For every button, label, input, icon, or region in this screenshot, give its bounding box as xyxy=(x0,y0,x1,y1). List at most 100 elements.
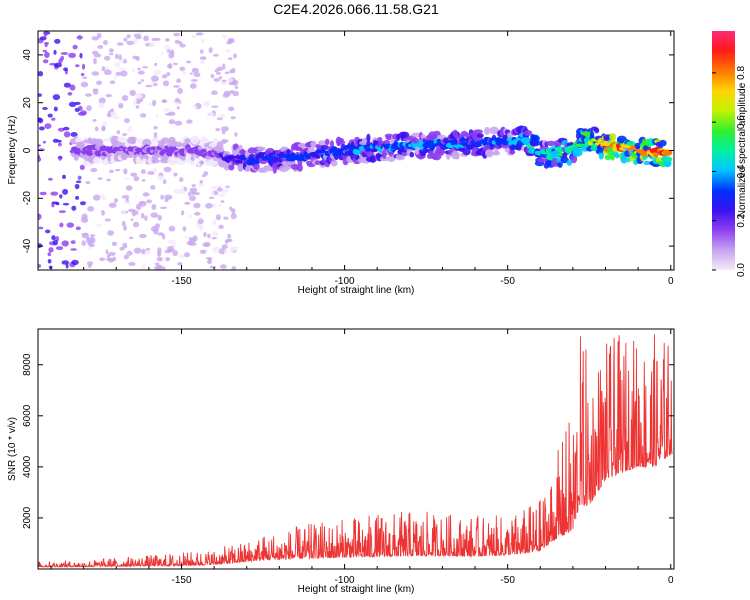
spectrogram-noise-cell xyxy=(99,257,106,262)
spectrogram-ridge-core xyxy=(352,148,362,155)
spectrogram-noise-cell xyxy=(74,183,80,190)
spectrogram-noise-cell xyxy=(179,177,184,183)
spectrogram-noise-cell xyxy=(228,106,235,112)
spectrogram-ridge-cell xyxy=(161,137,170,143)
spectrogram-noise-cell xyxy=(118,67,127,71)
spectrogram-noise-cell xyxy=(166,245,175,251)
spectrogram-noise-cell xyxy=(194,192,200,196)
spectrogram-noise-cell xyxy=(75,195,80,200)
spectrogram-noise-cell xyxy=(38,71,44,77)
spectrogram-noise-cell xyxy=(213,53,219,57)
spectrogram-noise-cell xyxy=(157,251,162,257)
spectrogram-ridge-cell xyxy=(400,131,410,139)
spectrogram-noise-cell xyxy=(65,263,69,269)
spectrogram-noise-cell xyxy=(173,172,178,177)
spectrogram-noise-cell xyxy=(144,215,148,222)
spectrogram-ridge-cell xyxy=(436,134,447,139)
spectrogram-noise-cell xyxy=(201,174,206,178)
spectrogram-noise-cell xyxy=(130,172,138,177)
spectrogram-noise-cell xyxy=(213,78,221,82)
spectrogram-frame xyxy=(37,30,675,271)
snr-ytick-label: 8000 xyxy=(22,353,33,376)
colorbar-tick-label: 0.0 xyxy=(736,263,747,277)
spectrogram-noise-cell xyxy=(96,223,103,227)
spectrogram-noise-cell xyxy=(86,105,92,112)
spectrogram-noise-cell xyxy=(101,193,105,199)
spectrogram-noise-cell xyxy=(91,36,99,41)
spectrogram-noise-cell xyxy=(141,66,149,69)
spectrogram-noise-cell xyxy=(230,116,236,120)
spectrogram-noise-cell xyxy=(70,240,76,245)
spectrogram-xlabel: Height of straight line (km) xyxy=(298,285,415,296)
spectrogram-noise-cell xyxy=(164,38,170,42)
spectrogram-noise-cell xyxy=(211,203,217,208)
spectrogram-noise-cell xyxy=(223,90,232,96)
spectrogram-noise-cell xyxy=(197,218,204,225)
spectrogram-noise-cell xyxy=(225,187,230,193)
spectrogram-noise-cell xyxy=(141,264,146,270)
spectrogram-noise-cell xyxy=(222,63,226,70)
spectrogram-ridge-cell xyxy=(174,141,183,148)
spectrogram-noise-cell xyxy=(185,236,190,239)
colorbar-tick-label: 0.6 xyxy=(736,115,747,129)
spectrogram-noise-cell xyxy=(168,119,176,125)
spectrogram-noise-cell xyxy=(228,57,233,61)
colorbar-tick-label: 0.2 xyxy=(736,213,747,227)
spectrogram-ridge-cell xyxy=(253,162,260,170)
spectrogram-noise-cell xyxy=(164,198,169,203)
spectrogram-noise-cell xyxy=(110,108,114,112)
spectrogram-ridge-cell xyxy=(216,141,224,149)
spectrogram-noise-cell xyxy=(39,126,45,131)
spectrogram-noise-cell xyxy=(126,34,131,39)
spectrogram-noise-cell xyxy=(176,78,182,83)
spectrogram-noise-cell xyxy=(229,206,233,211)
spectrogram-noise-cell xyxy=(212,246,220,253)
spectrogram-noise-cell xyxy=(106,178,111,182)
spectrogram-noise-cell xyxy=(39,191,47,196)
spectrogram-noise-cell xyxy=(70,248,77,251)
spectrogram-noise-cell xyxy=(182,226,187,232)
spectrogram-noise-cell xyxy=(58,142,62,147)
spectrogram-ridge-cell xyxy=(212,139,219,145)
spectrogram-noise-cell xyxy=(212,218,217,225)
spectrogram-noise-cell xyxy=(124,177,130,180)
spectrogram-noise-cell xyxy=(130,218,134,221)
spectrogram-noise-cell xyxy=(82,76,88,79)
spectrogram-noise-cell xyxy=(188,214,192,218)
spectrogram-ridge-cell xyxy=(409,151,415,158)
spectrogram-ridge-cell xyxy=(476,133,484,138)
spectrogram-ridge-cell xyxy=(620,155,628,164)
spectrogram-xtick-label: -100 xyxy=(335,276,355,287)
spectrogram-noise-cell xyxy=(195,32,204,36)
spectrogram-noise-cell xyxy=(186,119,193,124)
spectrogram-noise-cell xyxy=(189,83,197,89)
spectrogram-noise-cell xyxy=(232,90,240,97)
spectrogram-noise-cell xyxy=(92,50,99,55)
spectrogram-noise-cell xyxy=(217,185,222,188)
spectrogram-noise-cell xyxy=(48,247,54,253)
spectrogram-noise-cell xyxy=(168,225,176,232)
spectrogram-noise-cell xyxy=(208,196,215,199)
spectrogram-noise-cell xyxy=(98,102,105,109)
spectrogram-ridge-cell xyxy=(75,141,86,146)
spectrogram-noise-cell xyxy=(135,105,140,109)
spectrogram-noise-cell xyxy=(191,184,197,187)
spectrogram-noise-cell xyxy=(140,212,145,219)
spectrogram-noise-cell xyxy=(156,256,163,262)
spectrogram-noise-cell xyxy=(151,204,157,210)
spectrogram-ridge-cell xyxy=(330,159,338,167)
spectrogram-ridge-cell xyxy=(643,160,651,166)
spectrogram-noise-cell xyxy=(215,128,221,132)
spectrogram-ridge-cell xyxy=(537,158,547,163)
spectrogram-ridge-cell xyxy=(336,140,346,145)
spectrogram-noise-cell xyxy=(38,144,41,147)
spectrogram-ridge-core xyxy=(330,146,338,152)
spectrogram-noise-cell xyxy=(223,216,229,220)
spectrogram-noise-cell xyxy=(39,36,47,41)
spectrogram-noise-cell xyxy=(101,66,106,72)
spectrogram-noise-cell xyxy=(153,126,158,130)
spectrogram-noise-cell xyxy=(211,90,218,95)
spectrogram-ridge-cell xyxy=(566,159,573,166)
spectrogram-noise-cell xyxy=(87,261,94,266)
spectrogram-noise-cell xyxy=(54,62,62,68)
